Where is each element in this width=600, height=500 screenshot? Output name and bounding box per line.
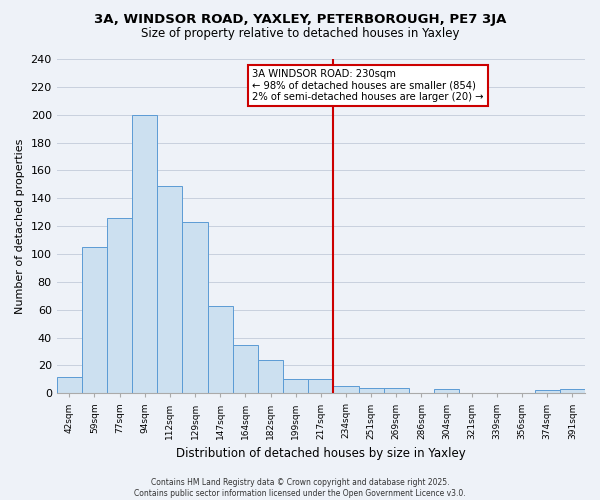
Bar [258, 360, 283, 394]
Bar [157, 186, 182, 394]
Bar [560, 389, 585, 394]
Bar [82, 247, 107, 394]
Text: Contains HM Land Registry data © Crown copyright and database right 2025.
Contai: Contains HM Land Registry data © Crown c… [134, 478, 466, 498]
Text: Size of property relative to detached houses in Yaxley: Size of property relative to detached ho… [141, 28, 459, 40]
Bar [359, 388, 384, 394]
Bar [434, 389, 459, 394]
Bar [384, 388, 409, 394]
Bar [308, 380, 334, 394]
Bar [107, 218, 132, 394]
X-axis label: Distribution of detached houses by size in Yaxley: Distribution of detached houses by size … [176, 447, 466, 460]
Bar [334, 386, 359, 394]
Text: 3A, WINDSOR ROAD, YAXLEY, PETERBOROUGH, PE7 3JA: 3A, WINDSOR ROAD, YAXLEY, PETERBOROUGH, … [94, 12, 506, 26]
Bar [233, 344, 258, 394]
Bar [56, 376, 82, 394]
Bar [132, 114, 157, 394]
Y-axis label: Number of detached properties: Number of detached properties [15, 138, 25, 314]
Bar [283, 380, 308, 394]
Bar [208, 306, 233, 394]
Bar [182, 222, 208, 394]
Text: 3A WINDSOR ROAD: 230sqm
← 98% of detached houses are smaller (854)
2% of semi-de: 3A WINDSOR ROAD: 230sqm ← 98% of detache… [252, 69, 484, 102]
Bar [535, 390, 560, 394]
